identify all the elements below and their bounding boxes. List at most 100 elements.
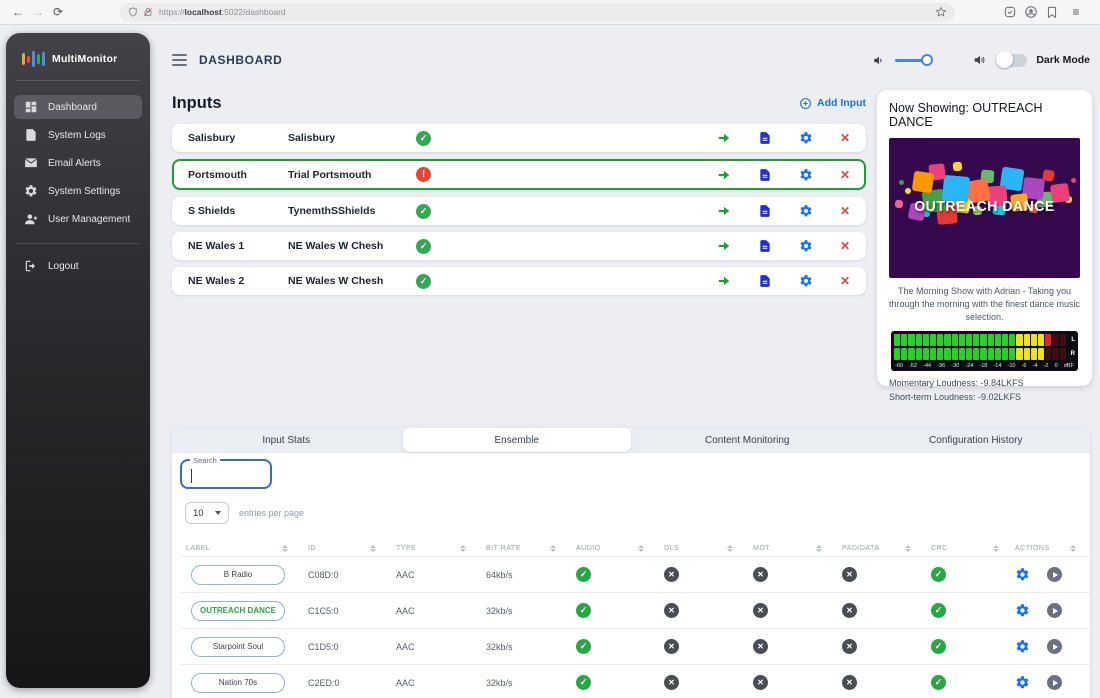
service-label-pill[interactable]: Starpoint Soul: [191, 636, 285, 657]
extensions-icon[interactable]: [1045, 5, 1059, 19]
row-play-icon[interactable]: [1047, 675, 1062, 690]
system-logs-icon: [24, 128, 38, 142]
input-row[interactable]: S Shields TynemthSShields ✓ ✕: [172, 197, 866, 225]
input-settings-gear-icon[interactable]: [799, 239, 813, 253]
input-settings-gear-icon[interactable]: [799, 168, 813, 182]
row-play-icon[interactable]: [1047, 567, 1062, 582]
input-name: S Shields: [188, 205, 236, 217]
browser-forward-icon[interactable]: →: [32, 5, 44, 19]
sort-icon[interactable]: [282, 545, 288, 552]
tab-configuration-history[interactable]: Configuration History: [929, 434, 1023, 446]
sidebar-item-system-settings[interactable]: System Settings: [14, 179, 142, 203]
sort-icon[interactable]: [550, 545, 556, 552]
input-details-icon[interactable]: [758, 239, 772, 253]
add-input-button[interactable]: Add Input: [799, 97, 866, 110]
tab-input-stats[interactable]: Input Stats: [262, 434, 311, 446]
input-details-icon[interactable]: [758, 131, 772, 145]
account-icon[interactable]: [1024, 5, 1038, 19]
dark-mode-toggle-knob[interactable]: [996, 51, 1014, 68]
browser-back-icon[interactable]: ←: [12, 5, 24, 19]
tab-content-monitoring[interactable]: Content Monitoring: [705, 434, 790, 446]
sort-icon[interactable]: [905, 545, 911, 552]
volume-slider-knob[interactable]: [921, 53, 934, 66]
lock-icon[interactable]: [143, 7, 153, 17]
go-to-input-icon[interactable]: [717, 239, 731, 253]
go-to-input-icon[interactable]: [717, 204, 731, 218]
input-settings-gear-icon[interactable]: [799, 274, 813, 288]
now-showing-description: The Morning Show with Adrian - Taking yo…: [888, 286, 1081, 323]
main-header: DASHBOARD Dark Mode: [172, 46, 1090, 74]
pad-data-cross-icon: ✕: [842, 639, 857, 654]
badge-check-icon[interactable]: [1003, 5, 1017, 19]
row-play-icon[interactable]: [1047, 603, 1062, 618]
service-label-pill[interactable]: Nation 70s: [191, 672, 285, 693]
tab-ensemble[interactable]: Ensemble: [402, 428, 631, 452]
delete-input-icon[interactable]: ✕: [839, 204, 850, 218]
sidebar-item-system-logs[interactable]: System Logs: [14, 123, 142, 147]
sidebar-item-label: System Settings: [48, 185, 121, 197]
sort-icon[interactable]: [727, 545, 733, 552]
delete-input-icon[interactable]: ✕: [839, 131, 850, 145]
row-settings-gear-icon[interactable]: [1015, 675, 1030, 690]
sort-icon[interactable]: [638, 545, 644, 552]
column-header-bit-rate: Bit Rate: [480, 545, 570, 552]
brand-logo-icon: [22, 50, 45, 68]
go-to-input-icon[interactable]: [717, 131, 731, 145]
column-header-pad-data: PAD/Data: [836, 545, 925, 552]
loudness-readout: Momentary Loudness: -9.84LKFS Short-term…: [889, 377, 1080, 405]
page-size-select[interactable]: 10: [185, 502, 229, 524]
row-settings-gear-icon[interactable]: [1015, 639, 1030, 654]
browser-reload-icon[interactable]: ⟳: [52, 5, 64, 19]
input-details-icon[interactable]: [758, 274, 772, 288]
service-id: C2ED:0: [308, 677, 340, 688]
go-to-input-icon[interactable]: [717, 274, 731, 288]
service-label-pill[interactable]: OUTREACH DANCE: [191, 600, 285, 621]
service-label-pill[interactable]: B Radio: [191, 564, 285, 585]
search-input[interactable]: [182, 461, 270, 487]
volume-up-icon: [975, 55, 985, 65]
sort-icon[interactable]: [460, 545, 466, 552]
delete-input-icon[interactable]: ✕: [839, 239, 850, 253]
sidebar-item-logout[interactable]: Logout: [14, 254, 142, 278]
menu-icon[interactable]: ≡: [1072, 5, 1080, 19]
sort-icon[interactable]: [816, 545, 822, 552]
input-row[interactable]: Salisbury Salisbury ✓ ✕: [172, 124, 866, 152]
sidebar-item-user-management[interactable]: User Management: [14, 207, 142, 231]
row-play-icon[interactable]: [1047, 639, 1062, 654]
sidebar-item-email-alerts[interactable]: Email Alerts: [14, 151, 142, 175]
short-term-loudness: Short-term Loudness: -9.02LKFS: [889, 392, 1022, 403]
sort-icon[interactable]: [993, 545, 999, 552]
column-header-crc: CRC: [925, 545, 1013, 552]
sort-icon[interactable]: [1070, 545, 1076, 552]
input-settings-gear-icon[interactable]: [799, 204, 813, 218]
go-to-input-icon[interactable]: [717, 168, 731, 182]
input-row[interactable]: Portsmouth Trial Portsmouth! ✕: [172, 159, 866, 190]
status-ok-icon: ✓: [416, 203, 431, 219]
input-row[interactable]: NE Wales 2 NE Wales W Chesh ✓ ✕: [172, 267, 866, 295]
column-header-dls: DLS: [658, 545, 747, 552]
delete-input-icon[interactable]: ✕: [839, 167, 850, 182]
add-input-label: Add Input: [817, 97, 866, 109]
delete-input-icon[interactable]: ✕: [839, 274, 850, 288]
divider: [16, 80, 140, 81]
meter-channel-r: R: [894, 348, 1075, 361]
bookmark-star-icon[interactable]: [935, 6, 947, 18]
shield-icon[interactable]: [128, 7, 138, 17]
input-details-icon[interactable]: [758, 204, 772, 218]
input-details-icon[interactable]: [758, 168, 772, 182]
row-settings-gear-icon[interactable]: [1015, 603, 1030, 618]
sidebar-item-dashboard[interactable]: Dashboard: [14, 95, 142, 119]
row-settings-gear-icon[interactable]: [1015, 567, 1030, 582]
input-settings-gear-icon[interactable]: [799, 131, 813, 145]
search-field[interactable]: Search: [180, 456, 272, 489]
inputs-section: Inputs Add Input Salisbury Salisbury ✓ ✕ Por…: [172, 90, 866, 302]
input-row[interactable]: NE Wales 1 NE Wales W Chesh ✓ ✕: [172, 232, 866, 260]
sort-icon[interactable]: [370, 545, 376, 552]
browser-url-bar[interactable]: https://localhost:5022/dashboard: [120, 2, 955, 22]
sidebar-toggle-icon[interactable]: [172, 54, 187, 66]
mot-cross-icon: ✕: [753, 603, 768, 618]
volume-slider[interactable]: [895, 53, 934, 66]
dark-mode-toggle[interactable]: [996, 51, 1028, 68]
column-header-actions: Actions: [1013, 545, 1090, 552]
